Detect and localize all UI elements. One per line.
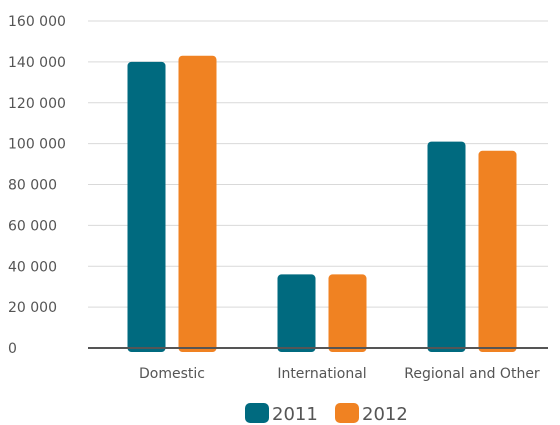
x-axis-category-labels: Domestic International Regional and Other [139,366,540,382]
x-category-label: Regional and Other [404,366,540,382]
y-tick-label: 60 000 [8,218,57,234]
bar-2012-regional-and-other [478,150,517,352]
x-category-label: Domestic [139,366,205,382]
y-axis-tick-labels: 0 20 000 40 000 60 000 80 000 100 000 120 000 1… [8,14,66,357]
bar-2012-international [328,274,367,352]
y-tick-label: 20 000 [8,300,57,316]
y-tick-label: 100 000 [8,137,66,153]
bars [127,55,517,353]
y-tick-label: 40 000 [8,259,57,275]
bar-2011-international [277,274,316,352]
y-tick-label: 120 000 [8,96,66,112]
y-tick-label: 140 000 [8,55,66,71]
legend-swatch-2012 [335,403,359,423]
bar-2012-domestic [178,55,217,353]
legend-swatch-2011 [245,403,269,423]
y-tick-label: 80 000 [8,178,57,194]
bar-2011-regional-and-other [427,141,466,352]
x-category-label: International [277,366,366,382]
bar-2011-domestic [127,61,166,352]
legend-label-2011: 2011 [272,404,318,425]
y-tick-label: 0 [8,341,17,357]
legend-label-2012: 2012 [362,404,408,425]
legend: 2011 2012 [245,403,408,425]
y-tick-label: 160 000 [8,14,66,30]
